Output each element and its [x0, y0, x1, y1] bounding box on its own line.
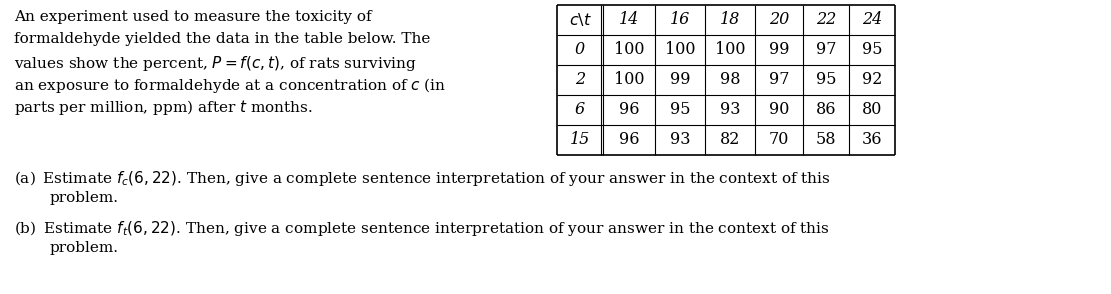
- Text: 98: 98: [720, 71, 740, 88]
- Text: 6: 6: [574, 101, 585, 118]
- Text: 16: 16: [670, 11, 690, 29]
- Text: 96: 96: [619, 101, 639, 118]
- Text: 93: 93: [670, 131, 690, 148]
- Text: 36: 36: [862, 131, 882, 148]
- Text: 20: 20: [769, 11, 789, 29]
- Text: 82: 82: [720, 131, 740, 148]
- Text: 90: 90: [769, 101, 789, 118]
- Text: formaldehyde yielded the data in the table below. The: formaldehyde yielded the data in the tab…: [14, 32, 430, 46]
- Text: an exposure to formaldehyde at a concentration of $c$ (in: an exposure to formaldehyde at a concent…: [14, 76, 447, 95]
- Text: parts per million, ppm) after $t$ months.: parts per million, ppm) after $t$ months…: [14, 98, 313, 117]
- Text: (b) Estimate $f_t(6, 22)$. Then, give a complete sentence interpretation of your: (b) Estimate $f_t(6, 22)$. Then, give a …: [14, 219, 830, 238]
- Text: 100: 100: [714, 41, 745, 59]
- Text: 22: 22: [815, 11, 837, 29]
- Text: 80: 80: [862, 101, 882, 118]
- Text: An experiment used to measure the toxicity of: An experiment used to measure the toxici…: [14, 10, 371, 24]
- Text: (a) Estimate $f_c(6, 22)$. Then, give a complete sentence interpretation of your: (a) Estimate $f_c(6, 22)$. Then, give a …: [14, 169, 831, 188]
- Text: 18: 18: [720, 11, 740, 29]
- Text: 24: 24: [862, 11, 882, 29]
- Text: 93: 93: [720, 101, 740, 118]
- Text: 58: 58: [815, 131, 837, 148]
- Text: 0: 0: [574, 41, 585, 59]
- Text: 99: 99: [769, 41, 789, 59]
- Text: 100: 100: [613, 71, 644, 88]
- Text: 95: 95: [670, 101, 690, 118]
- Text: problem.: problem.: [50, 191, 119, 205]
- Text: 100: 100: [613, 41, 644, 59]
- Text: 2: 2: [574, 71, 585, 88]
- Text: 14: 14: [619, 11, 639, 29]
- Text: 86: 86: [815, 101, 837, 118]
- Text: 97: 97: [815, 41, 837, 59]
- Text: 97: 97: [769, 71, 789, 88]
- Text: problem.: problem.: [50, 241, 119, 255]
- Text: 96: 96: [619, 131, 639, 148]
- Text: 92: 92: [862, 71, 882, 88]
- Text: 99: 99: [670, 71, 690, 88]
- Text: 15: 15: [570, 131, 590, 148]
- Text: $c\backslash t$: $c\backslash t$: [569, 11, 591, 29]
- Text: 95: 95: [815, 71, 837, 88]
- Text: 70: 70: [769, 131, 789, 148]
- Text: 100: 100: [664, 41, 695, 59]
- Text: 95: 95: [862, 41, 882, 59]
- Text: values show the percent, $P = f(c,t)$, of rats surviving: values show the percent, $P = f(c,t)$, o…: [14, 54, 417, 73]
